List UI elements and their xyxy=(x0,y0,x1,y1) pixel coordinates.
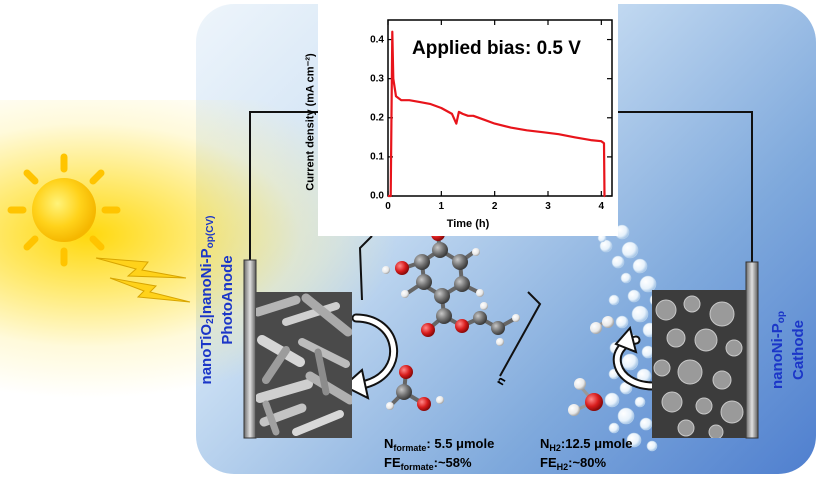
x-tick-label: 4 xyxy=(598,201,605,212)
polymer-molecule xyxy=(358,227,542,377)
lightning-icon xyxy=(95,257,191,303)
y-tick-label: 0.1 xyxy=(370,151,384,163)
anode-label-sub2: op(CV) xyxy=(205,215,216,249)
cathode-label-line2: Cathode xyxy=(790,320,807,380)
x-tick-label: 2 xyxy=(491,201,498,212)
cathode-sem-image xyxy=(652,290,746,438)
y-tick-label: 0.3 xyxy=(370,73,384,85)
applied-bias-annotation: Applied bias: 0.5 V xyxy=(412,38,581,59)
water-molecule xyxy=(568,378,603,416)
x-tick-label: 0 xyxy=(385,201,391,212)
hydrogen-faradaic-efficiency: FEH2:~80% xyxy=(540,455,607,472)
anode-curved-arrow xyxy=(342,313,398,400)
chart-x-axis-label: Time (h) xyxy=(446,218,490,230)
anode-label-line2: PhotoAnode xyxy=(219,255,236,345)
cathode-label-text: nanoNi-P xyxy=(769,323,786,390)
anode-electrode xyxy=(243,259,257,439)
series-line xyxy=(388,30,606,198)
chart-plot xyxy=(387,19,613,198)
anode-label-text: nanoTiO xyxy=(198,323,215,385)
hydrogen-molecule xyxy=(590,316,614,334)
hydrogen-amount: NH2:12.5 μmole xyxy=(540,436,633,453)
plot-frame xyxy=(387,19,613,197)
formate-amount: Nformate: 5.5 μmole xyxy=(384,436,495,453)
cathode-electrode xyxy=(745,261,759,439)
x-tick-label: 1 xyxy=(438,201,445,212)
y-tick-label: 0.2 xyxy=(370,112,384,124)
nanosphere-texture xyxy=(652,290,746,438)
cathode-label-sub: op xyxy=(776,310,787,324)
anode-sem-image xyxy=(256,292,352,438)
nanorod-texture xyxy=(256,292,352,438)
formate-molecule xyxy=(386,365,444,411)
x-tick-label: 3 xyxy=(545,201,551,212)
formate-faradaic-efficiency: FEformate:~58% xyxy=(384,455,472,472)
sun-icon xyxy=(7,153,121,267)
y-tick-label: 0.4 xyxy=(370,34,384,46)
circuit-wire xyxy=(249,111,753,262)
cathode-curved-arrow xyxy=(612,325,659,391)
y-tick-label: 0.0 xyxy=(370,190,384,202)
anode-label-text2: |nanoNi-P xyxy=(198,248,215,319)
anode-label-sub1: 2 xyxy=(205,318,216,324)
current-density-chart: Applied bias: 0.5 V Current density (mA … xyxy=(305,4,618,236)
